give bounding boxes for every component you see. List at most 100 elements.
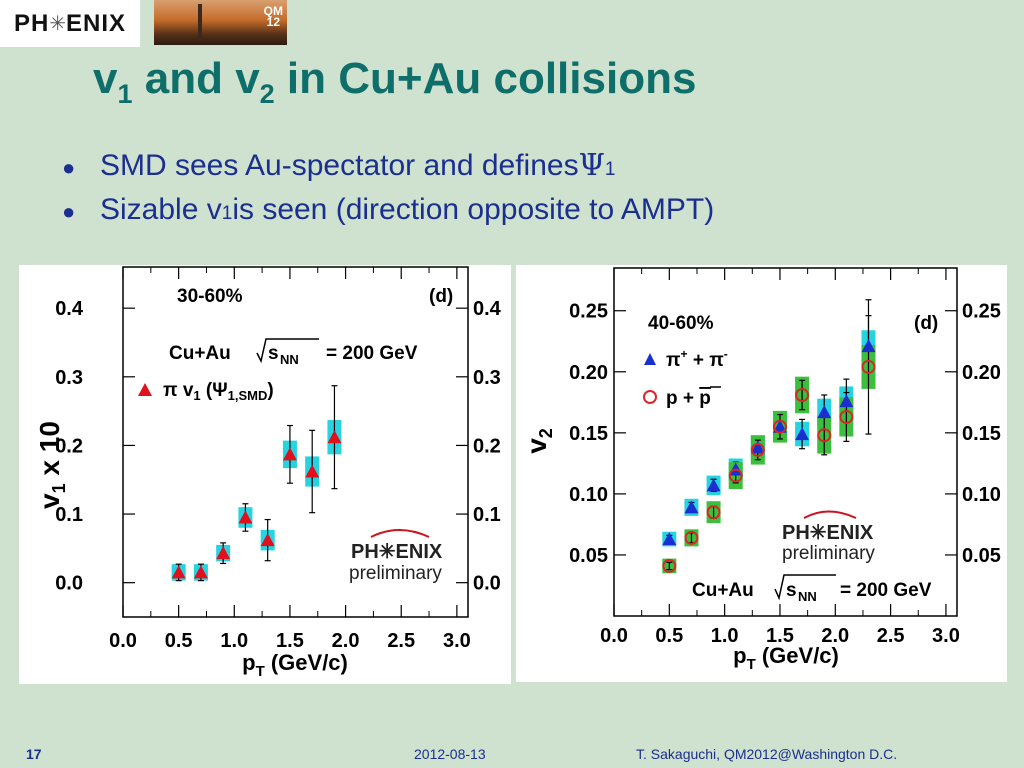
data-point-triangle	[260, 533, 275, 547]
axes: 0.0 0.5 1.0 1.5 2.0 2.5 3.0 0.05 0.05 0.10 0.10 0.1…	[569, 268, 1001, 647]
x-tick-label: 0.0	[109, 630, 137, 652]
data-point-circle	[861, 359, 876, 374]
x-tick-label: 0.5	[655, 625, 683, 647]
y-tick-label-right: 0.10	[962, 484, 1001, 506]
energy-label: = 200 GeV	[840, 580, 932, 601]
data-point-triangle	[772, 419, 787, 433]
bullet-text: SMD sees Au-spectator and defines	[100, 149, 579, 182]
x-tick-label: 1.0	[220, 630, 248, 652]
sqrt-s: s	[786, 580, 797, 601]
legend: π v1 (Ψ1,SMD)	[138, 380, 274, 403]
data-point-triangle	[305, 464, 320, 478]
bullet-text-post: is seen (direction opposite to AMPT)	[232, 193, 715, 226]
data-point-triangle	[171, 565, 186, 579]
sqrt-symbol	[256, 338, 319, 364]
y-axis-label: v2	[521, 428, 556, 454]
y-tick-label-right: 0.3	[473, 367, 501, 389]
sqrt-sub: NN	[280, 352, 299, 367]
x-tick-label: 0.0	[600, 625, 628, 647]
x-tick-label: 2.0	[332, 630, 360, 652]
data-point-triangle	[706, 478, 721, 492]
y-tick-label: 0.2	[55, 435, 83, 457]
x-tick-label: 2.0	[821, 625, 849, 647]
y-tick-label-right: 0.25	[962, 301, 1001, 323]
watermark-arc	[803, 510, 857, 519]
watermark-arc	[370, 529, 430, 538]
data-point-circle	[706, 505, 721, 520]
data-point-triangle	[750, 440, 765, 454]
system-label: Cu+Au s NN = 200 GeV	[169, 338, 418, 367]
data-point-triangle	[662, 532, 677, 546]
y-tick-label-right: 0.15	[962, 423, 1001, 445]
y-tick-label: 0.4	[55, 298, 84, 320]
y-tick-label-right: 0.2	[473, 435, 501, 457]
bullet-dot-icon: ●	[62, 155, 76, 180]
bullet-text: Sizable v	[100, 193, 222, 226]
data-point-triangle	[327, 430, 342, 444]
data-point-circle	[662, 558, 677, 573]
x-tick-label: 2.5	[387, 630, 415, 652]
v1-chart-panel: 0.0 0.5 1.0 1.5 2.0 2.5 3.0 0.0 0.0 0.1 0.1 0.2 0.2 0…	[19, 265, 511, 684]
y-tick-label: 0.15	[569, 423, 608, 445]
data-point-circle	[839, 409, 854, 424]
centrality-label: 30-60%	[177, 286, 243, 307]
bullet-item: ● SMD sees Au-spectator and defines Ψ 1	[62, 148, 714, 183]
monument-silhouette	[198, 4, 202, 40]
title-rest: in Cu+Au collisions	[274, 54, 697, 103]
legend-label-pion: π+ + π-	[666, 347, 728, 371]
y-tick-label: 0.0	[55, 573, 83, 595]
title-v1: v	[93, 54, 118, 103]
v2-chart: 0.0 0.5 1.0 1.5 2.0 2.5 3.0 0.05 0.05 0.10 0.10 0.1…	[521, 267, 1001, 673]
legend-circle-icon	[643, 390, 657, 404]
bullet-dot-icon: ●	[62, 199, 76, 224]
y-tick-label-right: 0.4	[473, 298, 502, 320]
data-point-circle	[728, 468, 743, 483]
legend-label-proton: p + p	[666, 388, 711, 409]
y-axis-label: v1 x 10	[34, 421, 69, 509]
data-point-triangle	[282, 447, 297, 461]
legend-triangle-icon	[644, 353, 656, 365]
data-point-circle	[772, 419, 787, 434]
qm-year: 12	[266, 15, 280, 29]
watermark-logo: PH✳ENIX	[351, 541, 443, 563]
bullet-subscript: 1	[604, 159, 616, 180]
logo-star-icon: ✳	[49, 13, 67, 35]
panel-label: (d)	[914, 313, 938, 334]
system-name: Cu+Au	[692, 580, 754, 601]
y-tick-label-right: 0.1	[473, 504, 501, 526]
legend-label: π v1 (Ψ1,SMD)	[163, 380, 274, 403]
x-tick-label: 3.0	[443, 630, 471, 652]
data-marks	[171, 385, 342, 582]
data-point-triangle	[238, 510, 253, 524]
panel-label: (d)	[429, 286, 453, 307]
y-tick-label: 0.25	[569, 301, 608, 323]
title-sub1: 1	[117, 78, 133, 109]
data-point-circle	[684, 530, 699, 545]
title-sub2: 2	[259, 78, 275, 109]
y-tick-label-right: 0.05	[962, 545, 1001, 567]
bullet-subscript: 1	[221, 203, 233, 224]
psi-symbol: Ψ	[578, 148, 605, 183]
data-point-circle	[817, 428, 832, 443]
qm-label: QM	[263, 4, 283, 18]
centrality-label: 40-60%	[648, 313, 714, 334]
y-tick-label: 0.05	[569, 545, 608, 567]
y-tick-label-right: 0.20	[962, 362, 1001, 384]
plot-frame	[613, 267, 958, 617]
watermark-logo: PH✳ENIX	[782, 522, 874, 544]
sqrt-symbol	[774, 574, 836, 601]
legend-triangle-icon	[138, 383, 152, 396]
watermark-text: preliminary	[349, 563, 442, 584]
sqrt-sub: NN	[798, 589, 817, 604]
y-tick-label: 0.20	[569, 362, 608, 384]
data-point-triangle	[795, 427, 810, 441]
y-tick-label: 0.1	[55, 504, 83, 526]
logo-text-right: ENIX	[66, 9, 127, 37]
data-point-triangle	[839, 394, 854, 408]
x-axis-label: pT (GeV/c)	[733, 643, 839, 673]
bullet-item: ● Sizable v 1 is seen (direction opposit…	[62, 193, 714, 227]
x-tick-label: 0.5	[165, 630, 193, 652]
watermark: PH✳ENIX preliminary	[349, 529, 443, 584]
y-tick-label: 0.3	[55, 367, 83, 389]
footer-date: 2012-08-13	[414, 746, 486, 762]
